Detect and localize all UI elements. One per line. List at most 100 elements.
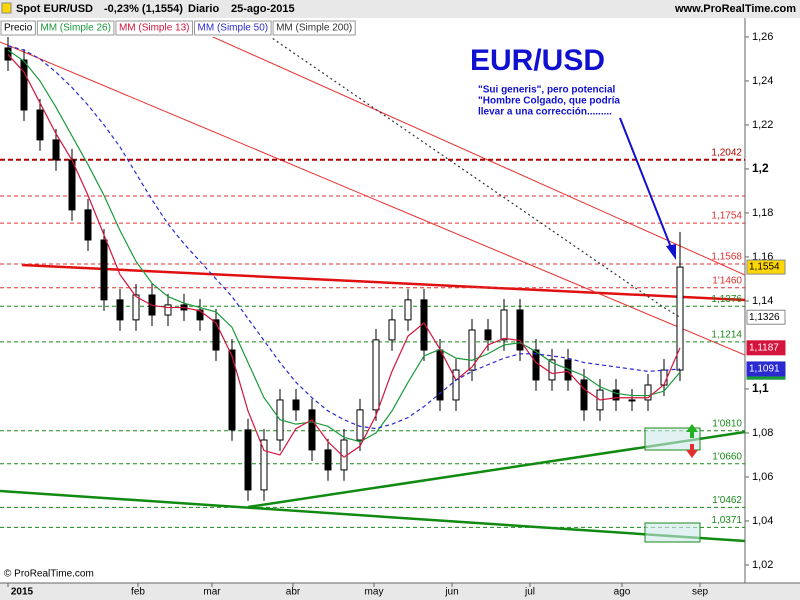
- level-label: 1'0810: [712, 418, 742, 429]
- candle-body: [68, 159, 76, 211]
- x-tick-label: jun: [444, 587, 458, 598]
- legend-entry: MM (Simple 13): [119, 23, 190, 34]
- x-tick-label: jul: [524, 587, 535, 598]
- candle-body: [404, 299, 412, 321]
- price-tag: [746, 361, 786, 377]
- y-tick-label: 1,06: [752, 471, 773, 483]
- ma-line: [7, 54, 681, 458]
- x-tick-label: 2015: [11, 587, 34, 598]
- level-label: 1,1568: [711, 252, 742, 263]
- annotation-note: llevar a una corrección.........: [478, 107, 612, 118]
- change: -0,23% (1,1554): [104, 3, 183, 15]
- candle-body: [36, 109, 44, 141]
- candle-body: [436, 349, 444, 401]
- level-label: 1,1214: [711, 330, 742, 341]
- annotation-note: "Sui generis", pero potencial: [478, 85, 616, 96]
- header-icon: [1, 2, 12, 14]
- x-axis-bar: [0, 583, 800, 600]
- level-label: 1'1460: [712, 275, 742, 286]
- candle-body: [196, 309, 204, 321]
- y-tick-label: 1,08: [752, 427, 773, 439]
- legend-entry: MM (Simple 200): [276, 23, 352, 34]
- candle-body: [628, 399, 636, 402]
- legend-entry: MM (Simple 50): [198, 23, 269, 34]
- date: 25-ago-2015: [231, 3, 295, 15]
- candle-body: [84, 209, 92, 241]
- candle-body: [132, 294, 140, 321]
- price-tag: [746, 340, 786, 356]
- candle-body: [212, 319, 220, 351]
- ma-line: [269, 37, 681, 318]
- y-tick-label: 1,18: [752, 207, 773, 219]
- level-label: 1'0660: [712, 451, 742, 462]
- trend-line: [21, 263, 745, 302]
- legend-box: [115, 20, 194, 36]
- level-label: 1,2042: [711, 147, 742, 158]
- trend-line: [0, 489, 745, 543]
- candle-body: [468, 329, 476, 371]
- candle-body: [612, 389, 620, 401]
- candle-body: [548, 359, 556, 381]
- level-label: 1,1376: [711, 294, 742, 305]
- x-tick-label: sep: [692, 587, 709, 598]
- annotation-note: "Hombre Colgado, que podría: [478, 96, 620, 107]
- level-label: 1,1754: [711, 211, 742, 222]
- price-tag-label: 1,1554: [749, 262, 780, 273]
- trend-line: [211, 37, 745, 276]
- candle-body: [20, 59, 28, 111]
- copyright: © ProRealTime.com: [4, 569, 94, 580]
- legend: Precio MM (Simple 26) MM (Simple 13) MM (Si…: [0, 20, 356, 36]
- candle-body: [676, 266, 684, 371]
- candle-body: [308, 409, 316, 451]
- annotation-arrowhead: [666, 244, 676, 260]
- legend-box: [0, 20, 36, 36]
- legend-entry: MM (Simple 26): [40, 23, 111, 34]
- x-tick-label: ago: [614, 587, 631, 598]
- price-tag-label: 1,1326: [749, 312, 780, 323]
- candle-body: [660, 369, 668, 386]
- zone-box: [644, 522, 701, 543]
- y-tick-label: 1,1: [752, 381, 769, 395]
- y-tick-label: 1,04: [752, 515, 773, 527]
- legend-entry: Precio: [4, 23, 33, 34]
- x-tick-label: mar: [203, 587, 221, 598]
- candle-body: [52, 139, 60, 161]
- candle-body: [228, 349, 236, 431]
- candle-body: [580, 379, 588, 411]
- down-arrow: [686, 444, 698, 458]
- candle-body: [532, 349, 540, 381]
- price-tag: [746, 309, 786, 325]
- legend-box: [36, 20, 115, 36]
- candle-body: [388, 319, 396, 341]
- price-tag-label: 1,1091: [749, 364, 780, 375]
- up-arrow: [686, 424, 698, 438]
- y-tick-label: 1,24: [752, 75, 773, 87]
- y-tick-label: 1,14: [752, 295, 773, 307]
- candle-body: [260, 439, 268, 491]
- candle-body: [644, 384, 652, 401]
- trend-line: [0, 41, 745, 356]
- candle-body: [292, 399, 300, 411]
- legend-box: [194, 20, 272, 36]
- candle-body: [452, 369, 460, 401]
- site: www.ProRealTime.com: [674, 3, 796, 15]
- candle-body: [4, 47, 12, 61]
- candle-body: [500, 309, 508, 341]
- candle-body: [372, 339, 380, 411]
- level-label: 1,0371: [711, 515, 742, 526]
- candle-body: [324, 449, 332, 471]
- x-tick-label: feb: [131, 587, 145, 598]
- y-tick-label: 1,02: [752, 559, 773, 571]
- candle-body: [356, 409, 364, 441]
- annotation-arrow: [619, 117, 673, 251]
- y-tick-label: 1,26: [752, 31, 773, 43]
- candle-body: [100, 239, 108, 301]
- candle-body: [516, 309, 524, 351]
- instrument: Spot EUR/USD: [16, 3, 93, 15]
- ma-line: [7, 45, 681, 430]
- candle-body: [116, 299, 124, 321]
- plot-area: [0, 37, 745, 543]
- price-tag: [746, 259, 786, 275]
- header-bar: [0, 0, 800, 18]
